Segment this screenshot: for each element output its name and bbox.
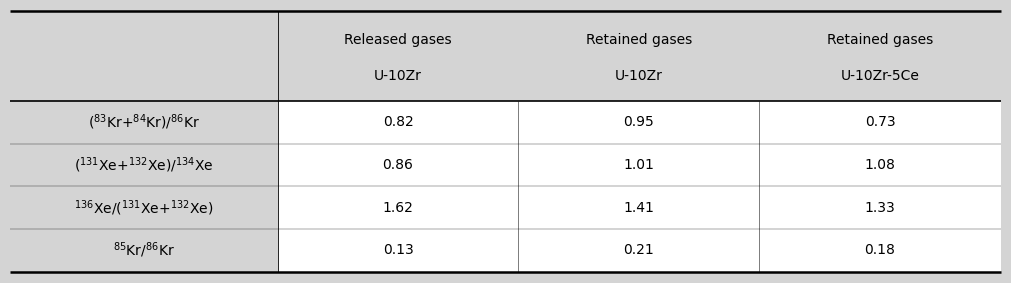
Bar xyxy=(759,144,1001,186)
Text: $^{136}$Xe/($^{131}$Xe+$^{132}$Xe): $^{136}$Xe/($^{131}$Xe+$^{132}$Xe) xyxy=(74,198,213,218)
Text: 0.86: 0.86 xyxy=(382,158,413,172)
Text: 0.21: 0.21 xyxy=(624,243,654,257)
Text: U-10Zr: U-10Zr xyxy=(374,69,422,83)
Text: 1.62: 1.62 xyxy=(382,201,413,215)
Text: ($^{83}$Kr+$^{84}$Kr)/$^{86}$Kr: ($^{83}$Kr+$^{84}$Kr)/$^{86}$Kr xyxy=(88,113,200,132)
Bar xyxy=(278,186,519,229)
Text: $^{85}$Kr/$^{86}$Kr: $^{85}$Kr/$^{86}$Kr xyxy=(113,241,175,260)
Text: 0.95: 0.95 xyxy=(624,115,654,129)
Text: 0.73: 0.73 xyxy=(864,115,896,129)
Text: 1.33: 1.33 xyxy=(864,201,896,215)
Text: U-10Zr-5Ce: U-10Zr-5Ce xyxy=(840,69,919,83)
Text: Retained gases: Retained gases xyxy=(827,33,933,47)
Text: 0.82: 0.82 xyxy=(382,115,413,129)
Text: 1.08: 1.08 xyxy=(864,158,896,172)
Bar xyxy=(278,101,519,144)
Text: 1.01: 1.01 xyxy=(624,158,654,172)
Text: 0.18: 0.18 xyxy=(864,243,896,257)
Text: ($^{131}$Xe+$^{132}$Xe)/$^{134}$Xe: ($^{131}$Xe+$^{132}$Xe)/$^{134}$Xe xyxy=(74,155,213,175)
Bar xyxy=(278,229,519,272)
Text: U-10Zr: U-10Zr xyxy=(615,69,662,83)
Text: 1.41: 1.41 xyxy=(624,201,654,215)
Bar xyxy=(759,229,1001,272)
Bar xyxy=(759,101,1001,144)
Text: Retained gases: Retained gases xyxy=(585,33,692,47)
Text: 0.13: 0.13 xyxy=(382,243,413,257)
Bar xyxy=(519,229,759,272)
Text: Released gases: Released gases xyxy=(344,33,452,47)
Bar xyxy=(278,144,519,186)
Bar xyxy=(519,101,759,144)
Bar xyxy=(519,144,759,186)
Bar xyxy=(759,186,1001,229)
Bar xyxy=(519,186,759,229)
